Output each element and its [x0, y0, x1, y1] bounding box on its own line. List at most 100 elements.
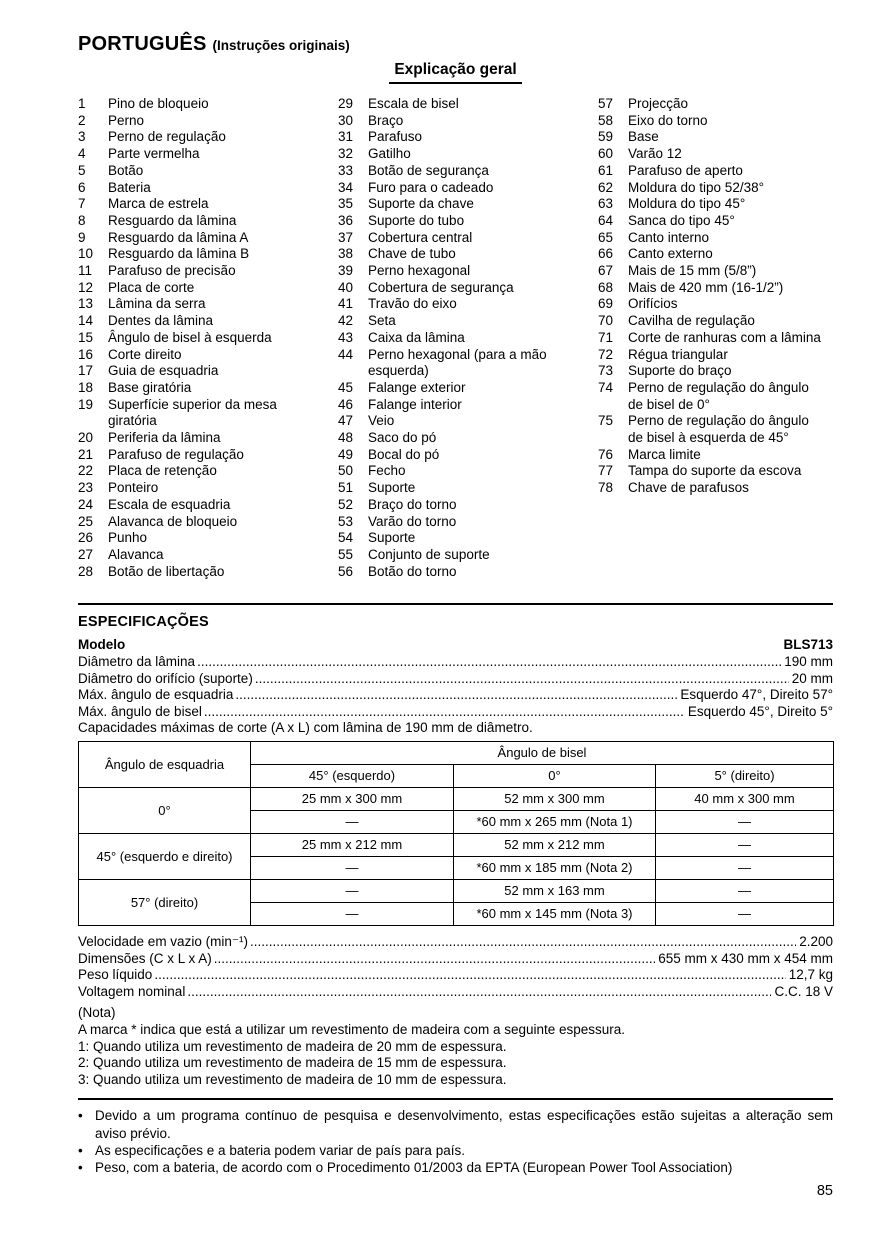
legend-item-number: 39	[338, 263, 354, 279]
legend-item: 78 Chave de parafusos	[598, 480, 833, 497]
legend-item: 49 Bocal do pó	[338, 447, 598, 464]
legend-item-label: Braço	[368, 112, 404, 128]
legend-item: 61 Parafuso de aperto	[598, 163, 833, 180]
legend-item-number: 59	[598, 129, 614, 145]
legend-item-number: 35	[338, 196, 354, 212]
legend-item-label: Base giratória	[108, 379, 192, 395]
legend-item-label: Moldura do tipo 45°	[628, 196, 746, 212]
legend-item-label: Corte de ranhuras com a lâmina	[628, 329, 821, 345]
capacity-cell: 40 mm x 300 mm	[654, 786, 835, 811]
spec-dot-leader	[235, 687, 677, 704]
legend-item-label: Perno hexagonal (para a mão esquerda)	[368, 346, 547, 379]
capacity-cell: —	[250, 901, 454, 926]
legend-column: 57 Projecção 58 Eixo do torno 59 Base 60 Varão …	[598, 96, 833, 580]
legend-item-label: Caixa da lâmina	[368, 329, 465, 345]
capacity-corner-header: Ângulo de esquadria	[78, 740, 251, 788]
legend-item: 14 Dentes da lâmina	[78, 313, 338, 330]
legend-item-label: Cavilha de regulação	[628, 313, 755, 329]
legend-item: 39 Perno hexagonal	[338, 263, 598, 280]
capacity-group-header: Ângulo de bisel	[249, 740, 835, 765]
legend-item-label: Bocal do pó	[368, 446, 440, 462]
legend-item: 48 Saco do pó	[338, 430, 598, 447]
legend-item-number: 47	[338, 413, 354, 429]
page-number: 85	[816, 1183, 833, 1199]
legend-item-number: 76	[598, 446, 614, 462]
legend-item: 20 Periferia da lâmina	[78, 430, 338, 447]
legend-item-number: 54	[338, 530, 354, 546]
legend-item-label: Resguardo da lâmina B	[108, 246, 250, 262]
legend-item-number: 71	[598, 329, 614, 345]
legend-item-number: 2	[78, 112, 86, 128]
legend-item-number: 51	[338, 480, 354, 496]
legend-item-number: 1	[78, 96, 86, 111]
legend-item-label: Marca de estrela	[108, 196, 209, 212]
legend-item-number: 49	[338, 446, 354, 462]
legend-item-label: Braço do torno	[368, 496, 457, 512]
legend-item-number: 4	[78, 146, 86, 162]
legend-columns: 1 Pino de bloqueio 2 Perno 3 Perno de regulaç…	[78, 96, 833, 580]
legend-item: 37 Cobertura central	[338, 230, 598, 247]
legend-item: 68 Mais de 420 mm (16-1/2”)	[598, 280, 833, 297]
language-title: PORTUGUÊS	[78, 33, 207, 55]
legend-item: 54 Suporte	[338, 530, 598, 547]
legend-item: 6 Bateria	[78, 180, 338, 197]
spec-label: Diâmetro da lâmina	[78, 653, 196, 669]
bullet-icon: •	[78, 1142, 83, 1158]
legend-item: 15 Ângulo de bisel à esquerda	[78, 330, 338, 347]
note-heading: (Nota)	[78, 1005, 116, 1021]
capacity-table-subheader-row: 45° (esquerdo) 0° 5° (direito)	[79, 763, 835, 788]
legend-item: 10 Resguardo da lâmina B	[78, 246, 338, 263]
legend-item: 57 Projecção	[598, 96, 833, 113]
legend-item-number: 45	[338, 379, 354, 395]
legend-item: 8 Resguardo da lâmina	[78, 213, 338, 230]
capacity-table-row: — *60 mm x 265 mm (Nota 1) —	[79, 809, 835, 834]
spec-value: C.C. 18 V	[774, 983, 833, 999]
spec-line: Dimensões (C x L x A) 655 mm x 430 mm x 4…	[78, 951, 833, 968]
legend-item: 44 Perno hexagonal (para a mão esquerda)	[338, 347, 598, 380]
bullet-icon: •	[78, 1108, 83, 1124]
legend-item: 28 Botão de libertação	[78, 564, 338, 581]
spec-label: Peso líquido	[78, 967, 153, 983]
legend-item: 25 Alavanca de bloqueio	[78, 514, 338, 531]
page-header: PORTUGUÊS (Instruções originais)	[78, 33, 833, 56]
legend-item: 7 Marca de estrela	[78, 196, 338, 213]
spec-dot-leader	[154, 967, 785, 984]
legend-item: 22 Placa de retenção	[78, 463, 338, 480]
legend-item: 59 Base	[598, 129, 833, 146]
capacity-cell: —	[654, 809, 835, 834]
legend-item: 3 Perno de regulação	[78, 129, 338, 146]
legend-item-number: 26	[78, 530, 94, 546]
capacity-column-header: 5° (direito)	[654, 763, 835, 788]
legend-item-number: 53	[338, 513, 354, 529]
legend-item-label: Projecção	[628, 96, 689, 111]
legend-item-label: Escala de esquadria	[108, 496, 231, 512]
legend-item-number: 41	[338, 296, 354, 312]
legend-item: 56 Botão do torno	[338, 564, 598, 581]
legend-item-number: 5	[78, 162, 86, 178]
legend-item-number: 43	[338, 329, 354, 345]
legend-item-number: 13	[78, 296, 94, 312]
legend-item: 72 Régua triangular	[598, 347, 833, 364]
legend-item: 65 Canto interno	[598, 230, 833, 247]
spec-line: Máx. ângulo de esquadria Esquerdo 47°, Di…	[78, 687, 833, 704]
legend-item-number: 67	[598, 263, 614, 279]
spec-dot-leader	[250, 934, 796, 951]
legend-item-label: Saco do pó	[368, 430, 437, 446]
legend-item-number: 16	[78, 346, 94, 362]
capacity-column-header: 45° (esquerdo)	[250, 763, 454, 788]
legend-item-number: 8	[78, 212, 86, 228]
specs-divider	[78, 603, 833, 606]
legend-item-number: 73	[598, 363, 614, 379]
legend-item: 16 Corte direito	[78, 347, 338, 364]
legend-item-number: 30	[338, 112, 354, 128]
legend-item-number: 36	[338, 212, 354, 228]
capacity-row-label: 57° (direito)	[78, 878, 251, 926]
legend-item-label: Marca limite	[628, 446, 701, 462]
legend-item-label: Parte vermelha	[108, 146, 200, 162]
legend-item: 42 Seta	[338, 313, 598, 330]
legend-item: 46 Falange interior	[338, 397, 598, 414]
legend-item: 21 Parafuso de regulação	[78, 447, 338, 464]
capacity-table: Ângulo de esquadria Ângulo de bisel 45° (e…	[78, 740, 835, 926]
legend-item-label: Régua triangular	[628, 346, 728, 362]
capacity-row-label: 0°	[78, 786, 251, 834]
